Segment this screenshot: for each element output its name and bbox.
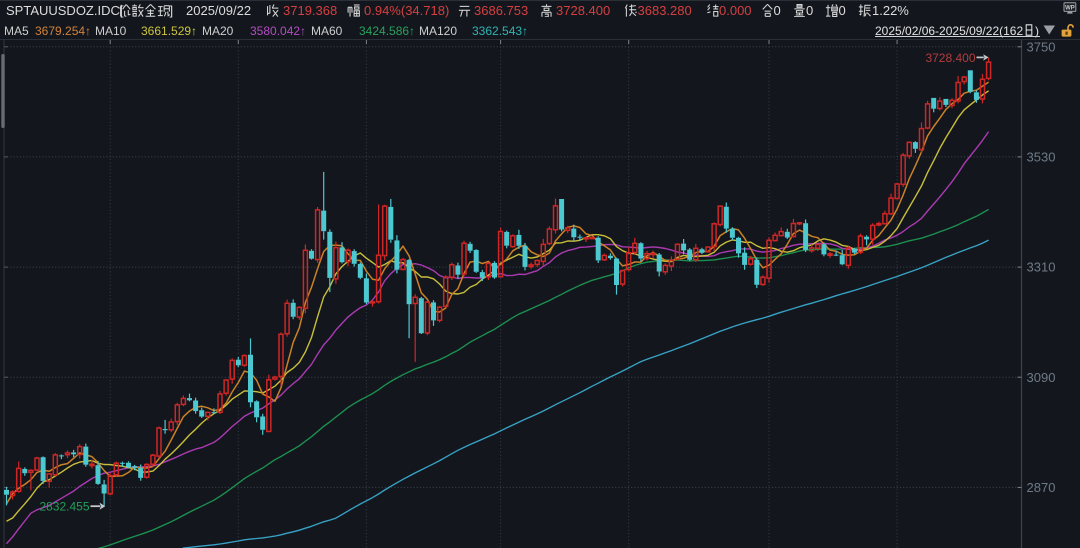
svg-text:3750: 3750: [1027, 40, 1056, 54]
svg-text:3090: 3090: [1027, 370, 1056, 385]
svg-text:2870: 2870: [1027, 480, 1056, 495]
svg-text:WP: WP: [1065, 5, 1075, 11]
svg-text:3728.400: 3728.400: [925, 51, 975, 65]
svg-text:3310: 3310: [1027, 260, 1056, 275]
svg-text:2832.455: 2832.455: [39, 500, 89, 514]
svg-text:3530: 3530: [1027, 150, 1056, 165]
